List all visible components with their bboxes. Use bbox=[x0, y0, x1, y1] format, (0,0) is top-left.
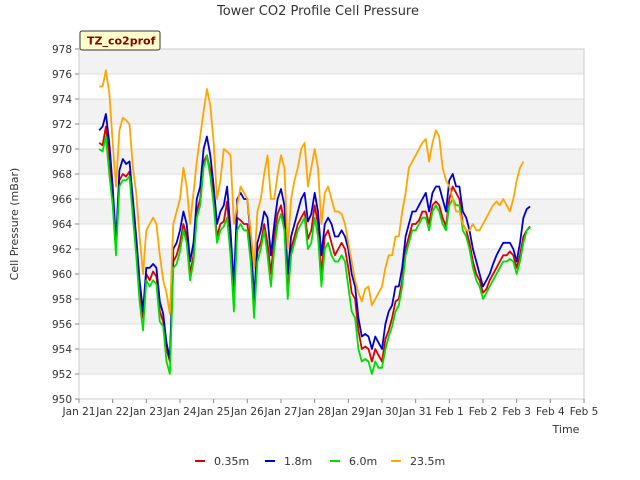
x-tick-label: Feb 4 bbox=[536, 406, 565, 418]
x-tick-label: Jan 28 bbox=[297, 406, 331, 418]
grid-band bbox=[79, 174, 584, 199]
grid-band bbox=[79, 324, 584, 349]
legend-label-6-0m: 6.0m bbox=[349, 455, 377, 468]
y-tick-label: 966 bbox=[52, 194, 72, 206]
grid-band bbox=[79, 349, 584, 374]
x-tick-label: Feb 3 bbox=[502, 406, 531, 418]
x-tick-label: Jan 27 bbox=[264, 406, 298, 418]
y-tick-label: 970 bbox=[52, 144, 72, 156]
legend-label-23-5m: 23.5m bbox=[410, 455, 445, 468]
y-tick-label: 978 bbox=[52, 44, 72, 56]
y-tick-label: 976 bbox=[52, 69, 72, 81]
y-tick-label: 960 bbox=[52, 269, 72, 281]
grid-band bbox=[79, 199, 584, 224]
x-tick-label: Jan 29 bbox=[331, 406, 365, 418]
grid bbox=[79, 48, 584, 400]
y-tick-label: 950 bbox=[52, 394, 72, 406]
x-axis-label: Time bbox=[552, 423, 580, 436]
y-tick-label: 952 bbox=[52, 369, 72, 381]
x-tick-label: Jan 30 bbox=[365, 406, 399, 418]
x-tick-label: Feb 1 bbox=[435, 406, 464, 418]
grid-band bbox=[79, 124, 584, 149]
grid-band bbox=[79, 74, 584, 99]
legend-label-0-35m: 0.35m bbox=[214, 455, 249, 468]
grid-band bbox=[79, 49, 584, 74]
y-tick-label: 956 bbox=[52, 319, 72, 331]
y-tick-label: 964 bbox=[52, 219, 72, 231]
grid-band bbox=[79, 299, 584, 324]
legend-label-1-8m: 1.8m bbox=[284, 455, 312, 468]
y-tick-label: 954 bbox=[52, 344, 72, 356]
y-tick-label: 974 bbox=[52, 94, 72, 106]
y-tick-label: 958 bbox=[52, 294, 72, 306]
axes: 950 952 954 956 958 960 962 964 966 968 970 972 974 9… bbox=[52, 44, 598, 418]
x-tick-label: Jan 21 bbox=[62, 406, 96, 418]
y-tick-label: 972 bbox=[52, 119, 72, 131]
grid-band bbox=[79, 374, 584, 399]
x-tick-label: Jan 26 bbox=[230, 406, 264, 418]
legend: 0.35m 1.8m 6.0m 23.5m bbox=[195, 455, 445, 468]
chart-title: Tower CO2 Profile Cell Pressure bbox=[216, 4, 419, 19]
y-tick-label: 962 bbox=[52, 244, 72, 256]
series-line-23-5m bbox=[99, 69, 525, 315]
y-axis-label: Cell Pressure (mBar) bbox=[8, 168, 21, 281]
x-tick-label: Jan 31 bbox=[398, 406, 432, 418]
grid-band bbox=[79, 149, 584, 174]
x-tick-label: Jan 25 bbox=[196, 406, 230, 418]
grid-band bbox=[79, 99, 584, 124]
x-tick-label: Jan 22 bbox=[95, 406, 129, 418]
series-layer bbox=[98, 69, 531, 375]
badge: TZ_co2prof bbox=[79, 30, 161, 51]
badge-box bbox=[79, 30, 161, 51]
x-tick-label: Jan 24 bbox=[163, 406, 197, 418]
y-tick-label: 968 bbox=[52, 169, 72, 181]
series-line-6-0m bbox=[98, 135, 531, 375]
grid-band bbox=[79, 274, 584, 299]
x-tick-label: Feb 5 bbox=[570, 406, 599, 418]
x-tick-label: Jan 23 bbox=[129, 406, 163, 418]
badge-label: TZ_co2prof bbox=[87, 35, 156, 48]
x-tick-label: Feb 2 bbox=[469, 406, 498, 418]
